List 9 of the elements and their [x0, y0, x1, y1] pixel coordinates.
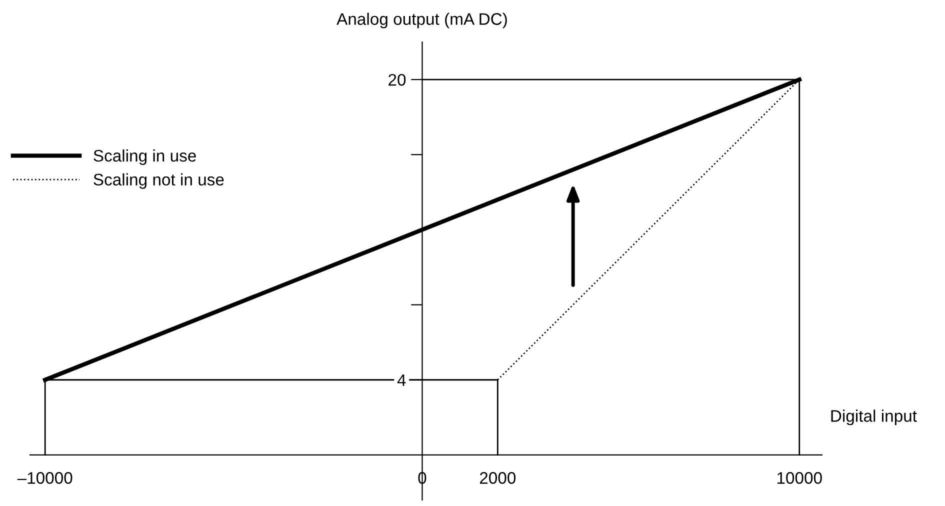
x-axis-title: Digital input: [831, 410, 917, 426]
x-tick-label: 2000: [480, 472, 516, 484]
x-tick-label: 10000: [777, 472, 822, 484]
legend-label: Scaling in use: [94, 149, 196, 165]
legend-label: Scaling not in use: [94, 173, 224, 189]
y-axis-title: Analog output (mA DC): [336, 12, 507, 28]
y-tick-label: 20: [388, 74, 406, 86]
x-tick-label: –10000: [17, 472, 72, 484]
y-tick-label: 4: [397, 374, 406, 386]
